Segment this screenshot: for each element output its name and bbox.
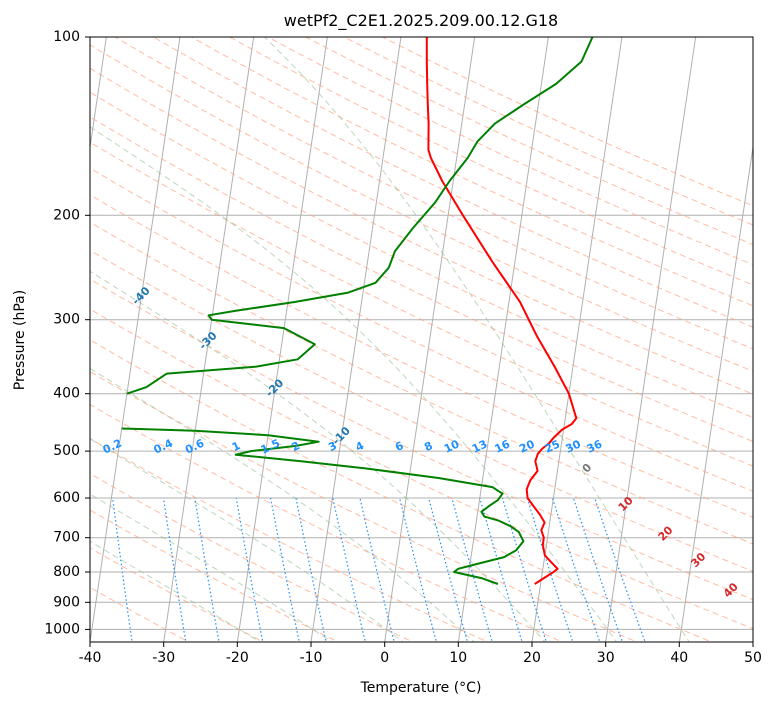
- isotherm-line: [310, 37, 402, 642]
- y-tick-label: 800: [53, 564, 80, 580]
- dry-adiabat-line: [90, 371, 639, 642]
- mixing-ratio-line: [399, 497, 438, 642]
- isotherm-line: [605, 37, 697, 642]
- x-tick-label: 50: [744, 650, 762, 666]
- mixing-ratio-line: [112, 497, 133, 642]
- mixing-ratio-line: [270, 497, 300, 642]
- dry-adiabat-line: [152, 37, 753, 328]
- y-axis-label: Pressure (hPa): [12, 290, 28, 390]
- plot-frame: [89, 36, 754, 643]
- y-tick-label: 400: [53, 386, 80, 402]
- isotherm-line: [678, 143, 753, 642]
- mixing-ratio-line: [594, 497, 646, 642]
- chart-title: wetPf2_C2E1.2025.209.00.12.G18: [284, 11, 558, 31]
- moist-adiabat-line: [90, 438, 404, 642]
- isotherm-line: [457, 37, 549, 642]
- x-tick-label: 30: [597, 650, 615, 666]
- mixing-ratio-line: [451, 497, 493, 642]
- y-tick-label: 1000: [44, 621, 80, 637]
- x-tick-label: 0: [380, 650, 389, 666]
- isotherm-line: [384, 37, 476, 642]
- mixing-ratio-line: [332, 497, 366, 642]
- mixing-ratio-line: [572, 497, 624, 642]
- mixing-ratio-line: [295, 497, 327, 642]
- isotherm-line: [236, 37, 328, 642]
- moist-adiabat-line: [90, 540, 262, 642]
- mixing-ratio-label: 36: [585, 437, 605, 455]
- x-tick-label: 20: [523, 650, 541, 666]
- moist-adiabat-line: [90, 367, 475, 642]
- mixing-ratio-line: [551, 497, 601, 642]
- mixing-ratio-line: [526, 497, 574, 642]
- dewpoint-profile-line-upper: [126, 37, 594, 395]
- moist-adiabat-line: [90, 126, 618, 642]
- plot-area: -100-90-80-70-60-50-40-30-20-100.10.20.4…: [90, 37, 753, 642]
- dry-adiabat-line: [90, 67, 753, 395]
- mixing-ratio-label: 30: [564, 437, 584, 455]
- y-tick-label: 700: [53, 530, 80, 546]
- mixing-ratio-line: [194, 497, 220, 642]
- mixing-ratio-label: 13: [470, 437, 489, 455]
- dry-adiabat-line: [90, 509, 340, 642]
- moist-adiabat-line: [90, 270, 546, 642]
- mixing-ratio-line: [501, 497, 547, 642]
- y-tick-label: 500: [53, 443, 80, 459]
- mixing-ratio-line: [235, 497, 264, 642]
- dry-adiabat-line: [90, 403, 564, 642]
- x-tick-label: -30: [152, 650, 175, 666]
- isotherm-line: [90, 37, 181, 642]
- dry-adiabat-line: [90, 473, 415, 642]
- dry-adiabat-line: [381, 37, 753, 207]
- y-tick-label: 100: [53, 29, 80, 45]
- dry-adiabat-line: [90, 116, 753, 443]
- temperature-profile-line: [425, 37, 578, 585]
- dry-adiabat-line: [90, 278, 753, 601]
- mixing-ratio-label: 20: [517, 437, 537, 455]
- dewpoint-profile-line: [121, 427, 525, 585]
- dry-adiabat-line: [90, 91, 753, 419]
- dry-adiabat-line: [114, 37, 753, 350]
- x-axis-label: Temperature (°C): [360, 680, 482, 696]
- mixing-ratio-line: [479, 497, 523, 642]
- axes: -40 -30 -20 -10 0 10 20 30 40 50 100 200 300 400 500 60…: [44, 29, 762, 666]
- mixing-ratio-label: 10: [442, 437, 462, 455]
- mixing-ratio-line: [359, 497, 395, 642]
- moist-adiabat-line: [264, 37, 690, 642]
- x-tick-label: -10: [300, 650, 323, 666]
- mixing-ratio-label: 25: [543, 437, 562, 455]
- y-tick-label: 600: [53, 490, 80, 506]
- y-tick-label: 200: [53, 207, 80, 223]
- dry-adiabat-line: [90, 249, 753, 572]
- y-tick-label: 300: [53, 312, 80, 328]
- mixing-ratio-label: 16: [493, 437, 513, 455]
- y-tick-label: 900: [53, 594, 80, 610]
- isotherm-line: [90, 37, 107, 151]
- x-tick-label: 40: [670, 650, 688, 666]
- x-tick-label: -40: [79, 650, 102, 666]
- mixing-ratio-line: [428, 497, 469, 642]
- mixing-ratio-line: [162, 497, 187, 642]
- dry-adiabat-line: [90, 44, 753, 372]
- x-tick-label: 10: [449, 650, 467, 666]
- x-tick-label: -20: [226, 650, 249, 666]
